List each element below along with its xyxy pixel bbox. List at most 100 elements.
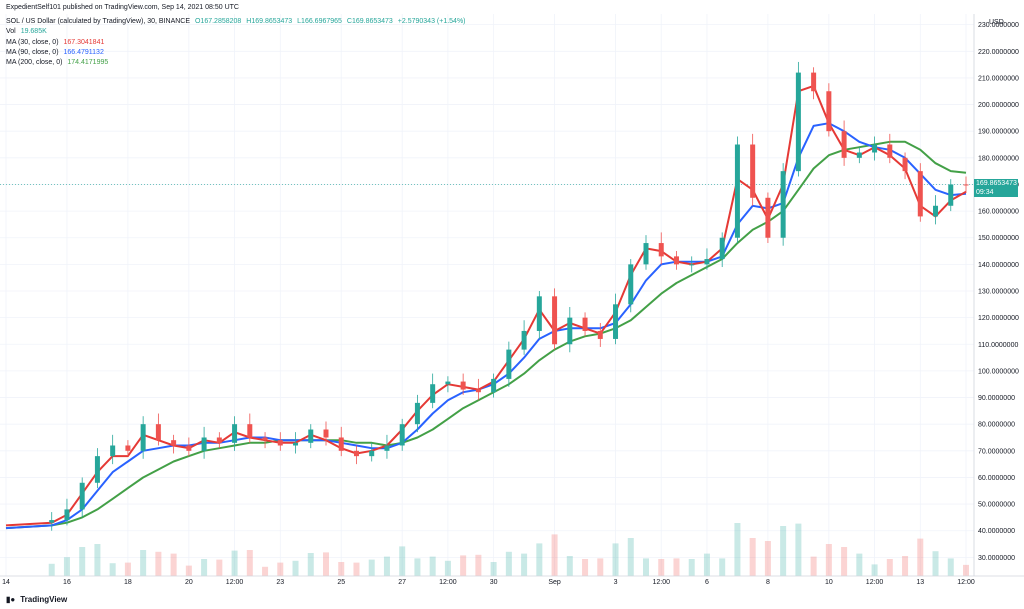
candle-body	[582, 317, 588, 331]
candle-body	[308, 429, 314, 443]
candle-body	[689, 264, 695, 266]
volume-bar	[490, 562, 497, 576]
candle-body	[201, 437, 207, 451]
volume-bar	[63, 557, 70, 576]
volume-bar	[155, 551, 162, 576]
candle-body	[765, 197, 771, 238]
candle-body	[811, 72, 817, 92]
volume-bar	[734, 523, 741, 576]
candle-body	[110, 445, 116, 457]
candle-body	[232, 424, 238, 443]
volume-bar	[764, 541, 771, 576]
series-line-90	[5, 122, 967, 530]
candle-body	[186, 445, 192, 451]
y-tick-label: 50.0000000	[978, 502, 1015, 509]
ohlc-legend: SOL / US Dollar (calculated by TradingVi…	[6, 17, 469, 26]
close-value: C169.8653473	[346, 18, 393, 25]
series-line-30	[5, 84, 967, 527]
time-axis[interactable]: 14 16 18 20 12:00 23 25 27 12:00 30 Sep 3 12:00 6 8 10 1…	[2, 579, 975, 586]
ma90-legend[interactable]: MA (90, close, 0) 166.4791132	[6, 48, 107, 57]
x-tick-label: 12:00	[866, 579, 884, 586]
y-tick-label: 210.0000000	[978, 75, 1019, 82]
candle-body	[658, 243, 664, 257]
low-value: L166.6967965	[297, 18, 342, 25]
vol-value: 19.685K	[20, 28, 47, 35]
volume-bar	[140, 550, 147, 576]
symbol-title[interactable]: SOL / US Dollar (calculated by TradingVi…	[6, 18, 191, 25]
volume-bar	[368, 559, 375, 576]
volume-bar	[216, 559, 223, 576]
volume-bar	[444, 560, 451, 576]
x-tick-label: Sep	[548, 579, 561, 586]
candle-body	[79, 482, 85, 510]
x-tick-label: 23	[276, 579, 284, 586]
volume-bar	[825, 544, 832, 576]
y-tick-label: 110.0000000	[978, 342, 1018, 349]
volume-bar	[841, 547, 848, 576]
bar-countdown: 09:34	[976, 188, 994, 196]
volume-bar	[582, 559, 589, 576]
candle-body	[628, 264, 634, 305]
volume-bar	[201, 559, 208, 576]
volume-bar	[505, 551, 512, 576]
tradingview-logo[interactable]: ▮● TradingView	[6, 595, 67, 604]
candle-body	[247, 424, 253, 438]
volume-bar	[627, 538, 634, 576]
volume-bar	[109, 563, 116, 576]
x-tick-label: 6	[705, 579, 709, 586]
ma30-legend[interactable]: MA (30, close, 0) 167.3041841	[6, 38, 107, 47]
candle-body	[323, 429, 329, 438]
ma200-legend[interactable]: MA (200, close, 0) 174.4171995	[6, 58, 111, 67]
x-tick-label: 10	[825, 579, 833, 586]
volume-bar	[414, 558, 421, 576]
y-tick-label: 150.0000000	[978, 235, 1019, 242]
ma90-label: MA (90, close, 0)	[6, 49, 59, 56]
volume-bar	[780, 526, 787, 576]
candle-body	[704, 259, 710, 265]
x-tick-label: 20	[185, 579, 193, 586]
chart-grid	[0, 14, 974, 576]
candle-body	[887, 144, 893, 158]
volume-bar	[521, 553, 528, 576]
volume-bar	[48, 563, 55, 576]
candle-body	[917, 171, 923, 217]
x-tick-label: 30	[490, 579, 498, 586]
volume-bar	[124, 562, 131, 576]
candle-body	[171, 440, 177, 446]
volume-bar	[323, 552, 329, 576]
candle-body	[49, 520, 55, 523]
y-tick-label: 230.0000000	[978, 22, 1019, 29]
volume-bar	[749, 538, 756, 576]
volume-bar	[566, 556, 573, 576]
ma200-value: 174.4171995	[67, 59, 109, 66]
x-tick-label: 18	[124, 579, 132, 586]
currency-label: USD	[989, 19, 1004, 26]
y-tick-label: 40.0000000	[978, 528, 1015, 535]
volume-bar	[795, 523, 802, 576]
x-tick-label: 12:00	[652, 579, 670, 586]
chart-series	[5, 61, 969, 531]
volume-legend[interactable]: Vol 19.685K	[6, 27, 50, 36]
volume-bar	[170, 553, 177, 576]
candle-body	[369, 450, 375, 457]
candle-body	[414, 402, 420, 425]
volume-bar	[307, 553, 314, 576]
change-value: +2.5790343 (+1.54%)	[397, 18, 466, 25]
candle-body	[856, 152, 862, 158]
x-tick-label: 12:00	[957, 579, 975, 586]
candle-body	[933, 205, 939, 217]
candle-body	[125, 445, 131, 451]
volume-bar	[475, 554, 482, 576]
candle-body	[734, 144, 740, 238]
open-value: O167.2858208	[194, 18, 242, 25]
ma200-label: MA (200, close, 0)	[6, 59, 63, 66]
candle-body	[64, 509, 70, 521]
high-value: H169.8653473	[246, 18, 293, 25]
price-axis[interactable]: 30.0000000 40.0000000 50.0000000 60.0000000…	[978, 22, 1019, 562]
x-tick-label: 12:00	[226, 579, 244, 586]
volume-bar	[292, 560, 299, 576]
candle-body	[353, 450, 359, 457]
last-price-value: 169.8653473	[976, 179, 1017, 187]
volume-bar	[94, 544, 101, 576]
